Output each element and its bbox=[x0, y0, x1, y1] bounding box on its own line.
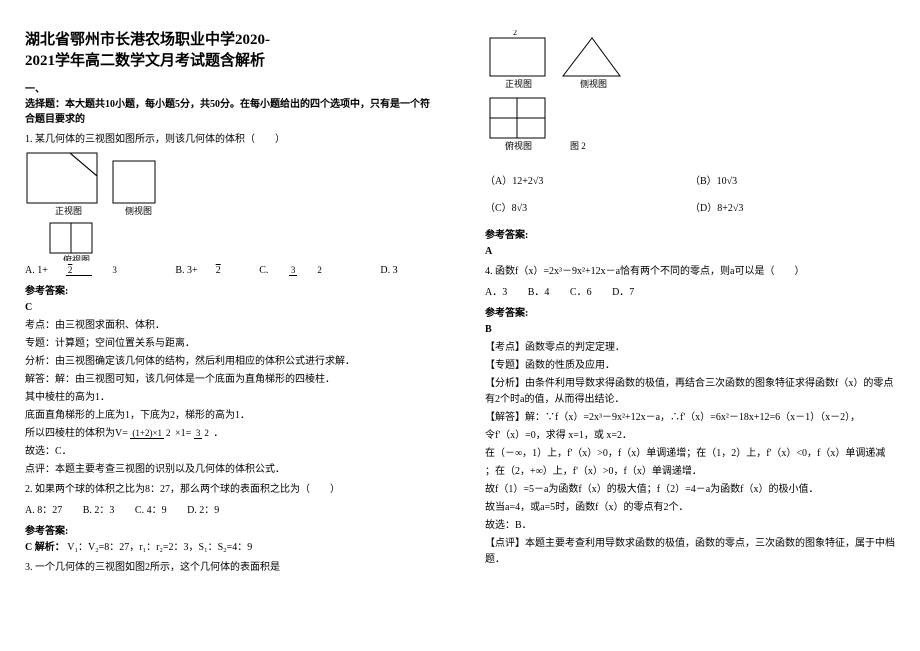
svg-text:2: 2 bbox=[513, 30, 517, 37]
front-label: 正视图 bbox=[55, 205, 82, 216]
q3-options: （A）12+2√3 （B）10√3 （C）8√3 （D）8+2√3 bbox=[485, 166, 895, 220]
q2-options: A. 8：27 B. 2：3 C. 4：9 D. 2：9 bbox=[25, 501, 435, 516]
q4-ans-2: 【专题】函数的性质及应用． bbox=[485, 358, 895, 374]
question-3: 3. 一个几何体的三视图如图2所示，这个几何体的表面积是 bbox=[25, 560, 435, 575]
question-2: 2. 如果两个球的体积之比为8：27，那么两个球的表面积之比为（ ） bbox=[25, 482, 435, 497]
q1-figure: 正视图 侧视图 俯视图 bbox=[25, 151, 175, 261]
q4-ans-10: 故选：B． bbox=[485, 518, 895, 534]
q4-opt-d: D．7 bbox=[612, 287, 634, 298]
q4-opt-c: C．6 bbox=[570, 287, 592, 298]
q1-answer-label: 参考答案: bbox=[25, 282, 435, 297]
q3-answer-letter: A bbox=[485, 244, 895, 260]
q1-ans-8: 故选：C． bbox=[25, 444, 435, 460]
q1-opt-a: A. 1+23 bbox=[25, 265, 155, 276]
q1-ans-2: 专题：计算题；空间位置关系与距离． bbox=[25, 336, 435, 352]
q4-ans-4: 【解答】解：∵f（x）=2x³－9x²+12x－a，∴f'（x）=6x²－18x… bbox=[485, 410, 895, 426]
svg-text:图 2: 图 2 bbox=[570, 141, 586, 151]
title-line-1: 湖北省鄂州市长港农场职业中学2020- bbox=[25, 32, 270, 48]
q4-ans-3: 【分析】由条件利用导数求得函数的极值，再结合三次函数的图象特征求得函数f（x）的… bbox=[485, 376, 895, 408]
left-column: 湖北省鄂州市长港农场职业中学2020- 2021学年高二数学文月考试题含解析 一… bbox=[0, 0, 460, 651]
q4-answer-label: 参考答案: bbox=[485, 304, 895, 319]
q4-ans-7: ；在（2，+∞）上，f'（x）>0，f（x）单调递增． bbox=[485, 464, 895, 480]
doc-title: 湖北省鄂州市长港农场职业中学2020- 2021学年高二数学文月考试题含解析 bbox=[25, 30, 435, 72]
q2-answer: C 解析： V₁：V₂=8：27，r₁：r₂=2：3，S₁：S₂=4：9 bbox=[25, 540, 435, 556]
top-label: 俯视图 bbox=[63, 254, 90, 261]
right-column: 2 正视图 侧视图 俯视图 图 2 （A）12+2√3 （B）10√3 （C）8… bbox=[460, 0, 920, 651]
q3-opt-b: （B）10√3 bbox=[690, 172, 895, 187]
q1-opt-c: C. 32 bbox=[259, 265, 360, 276]
q1-ans-4: 解答：解：由三视图可知，该几何体是一个底面为直角梯形的四棱柱． bbox=[25, 372, 435, 388]
q2-opt-d: D. 2：9 bbox=[187, 505, 219, 516]
q3-figure: 2 正视图 侧视图 俯视图 图 2 bbox=[485, 30, 645, 160]
q1-ans-1: 考点：由三视图求面积、体积． bbox=[25, 318, 435, 334]
title-line-2: 2021学年高二数学文月考试题含解析 bbox=[25, 53, 265, 69]
q1-opt-d: D. 3 bbox=[380, 265, 397, 276]
q4-answer-letter: B bbox=[485, 322, 895, 338]
q2-opt-b: B. 2：3 bbox=[83, 505, 115, 516]
side-label: 侧视图 bbox=[125, 205, 152, 216]
q4-options: A．3 B．4 C．6 D．7 bbox=[485, 283, 895, 298]
section-1-head: 一、 选择题：本大题共10小题，每小题5分，共50分。在每小题给出的四个选项中，… bbox=[25, 82, 435, 127]
q3-opt-d: （D）8+2√3 bbox=[690, 199, 895, 214]
svg-text:侧视图: 侧视图 bbox=[580, 78, 607, 89]
q4-ans-11: 【点评】本题主要考查利用导数求函数的极值，函数的零点，三次函数的图象特征，属于中… bbox=[485, 536, 895, 568]
q1-ans-6: 底面直角梯形的上底为1，下底为2，梯形的高为1． bbox=[25, 408, 435, 424]
q4-opt-b: B．4 bbox=[528, 287, 550, 298]
q4-opt-a: A．3 bbox=[485, 287, 507, 298]
q1-opt-b: B. 3+2 bbox=[175, 265, 238, 276]
q4-ans-9: 故当a=4，或a=5时，函数f（x）的零点有2个． bbox=[485, 500, 895, 516]
q1-ans-3: 分析：由三视图确定该几何体的结构，然后利用相应的体积公式进行求解． bbox=[25, 354, 435, 370]
q4-ans-1: 【考点】函数零点的判定定理． bbox=[485, 340, 895, 356]
question-4: 4. 函数f（x）=2x³－9x²+12x－a恰有两个不同的零点，则a可以是（ … bbox=[485, 264, 895, 279]
q1-ans-5: 其中棱柱的高为1． bbox=[25, 390, 435, 406]
q3-opt-a: （A）12+2√3 bbox=[485, 172, 690, 187]
q2-opt-a: A. 8：27 bbox=[25, 505, 62, 516]
q3-opt-c: （C）8√3 bbox=[485, 199, 690, 214]
q3-answer-label: 参考答案: bbox=[485, 226, 895, 241]
q4-ans-5: 令f'（x）=0，求得 x=1，或 x=2． bbox=[485, 428, 895, 444]
q1-answer-letter: C bbox=[25, 300, 435, 316]
question-1: 1. 某几何体的三视图如图所示，则该几何体的体积（ ） bbox=[25, 132, 435, 147]
q2-opt-c: C. 4：9 bbox=[135, 505, 167, 516]
svg-text:俯视图: 俯视图 bbox=[505, 140, 532, 151]
q1-options: A. 1+23 B. 3+2 C. 32 D. 3 bbox=[25, 265, 435, 276]
q4-ans-8: 故f（1）=5－a为函数f（x）的极大值；f（2）=4－a为函数f（x）的极小值… bbox=[485, 482, 895, 498]
q1-ans-9: 点评：本题主要考查三视图的识别以及几何体的体积公式． bbox=[25, 462, 435, 478]
q1-ans-7: 所以四棱柱的体积为V= (1+2)×12 ×1= 32 ． bbox=[25, 426, 435, 442]
q4-ans-6: 在（－∞，1）上，f'（x）>0，f（x）单调递增；在（1，2）上，f'（x）<… bbox=[485, 446, 895, 462]
q2-answer-label: 参考答案: bbox=[25, 522, 435, 537]
svg-text:正视图: 正视图 bbox=[505, 78, 532, 89]
